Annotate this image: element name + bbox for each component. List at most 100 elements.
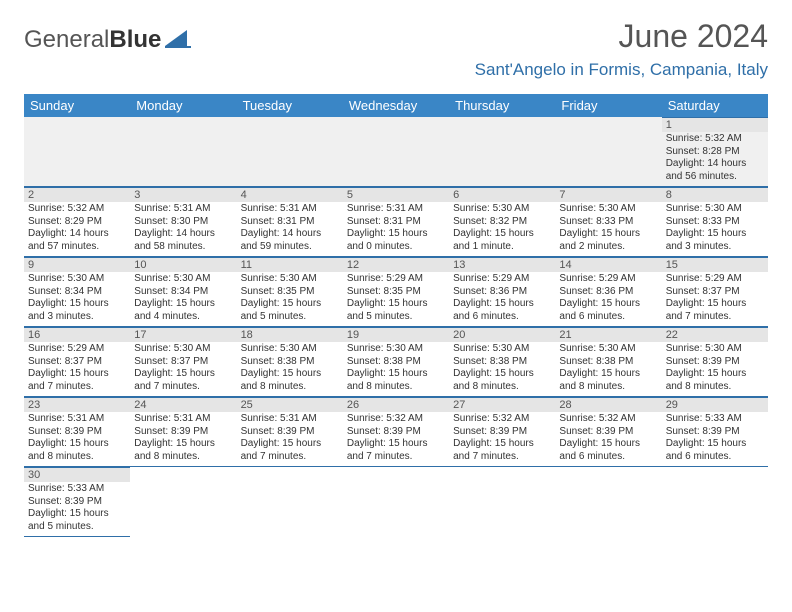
sunset-text: Sunset: 8:38 PM [347,356,445,369]
day-number: 20 [449,327,555,342]
sunrise-text: Sunrise: 5:30 AM [241,343,339,356]
day-number: 29 [662,397,768,412]
sunset-text: Sunset: 8:30 PM [134,216,232,229]
sunrise-text: Sunrise: 5:29 AM [453,273,551,286]
sunrise-text: Sunrise: 5:30 AM [453,343,551,356]
calendar-row: 16Sunrise: 5:29 AMSunset: 8:37 PMDayligh… [24,327,768,397]
day-body: Sunrise: 5:29 AMSunset: 8:37 PMDaylight:… [24,342,130,396]
calendar-cell: 26Sunrise: 5:32 AMSunset: 8:39 PMDayligh… [343,397,449,467]
sunset-text: Sunset: 8:33 PM [666,216,764,229]
day-number: 11 [237,257,343,272]
weekday-header: Tuesday [237,94,343,117]
day-body: Sunrise: 5:30 AMSunset: 8:33 PMDaylight:… [555,202,661,256]
sunset-text: Sunset: 8:37 PM [28,356,126,369]
sail-icon [165,28,191,53]
sunrise-text: Sunrise: 5:30 AM [347,343,445,356]
sunset-text: Sunset: 8:35 PM [347,286,445,299]
sunrise-text: Sunrise: 5:33 AM [28,483,126,496]
calendar-cell: 28Sunrise: 5:32 AMSunset: 8:39 PMDayligh… [555,397,661,467]
calendar-row: 2Sunrise: 5:32 AMSunset: 8:29 PMDaylight… [24,187,768,257]
calendar-cell: 12Sunrise: 5:29 AMSunset: 8:35 PMDayligh… [343,257,449,327]
day-number: 8 [662,187,768,202]
day-body: Sunrise: 5:32 AMSunset: 8:28 PMDaylight:… [662,132,768,186]
day-number: 13 [449,257,555,272]
day-body: Sunrise: 5:30 AMSunset: 8:38 PMDaylight:… [343,342,449,396]
calendar-cell: 1Sunrise: 5:32 AMSunset: 8:28 PMDaylight… [662,117,768,187]
daylight-text: Daylight: 14 hours and 57 minutes. [28,228,126,253]
sunset-text: Sunset: 8:35 PM [241,286,339,299]
day-body: Sunrise: 5:32 AMSunset: 8:39 PMDaylight:… [555,412,661,466]
day-body: Sunrise: 5:30 AMSunset: 8:34 PMDaylight:… [130,272,236,326]
calendar-cell [24,117,130,187]
sunrise-text: Sunrise: 5:29 AM [347,273,445,286]
calendar-cell: 6Sunrise: 5:30 AMSunset: 8:32 PMDaylight… [449,187,555,257]
calendar-cell: 16Sunrise: 5:29 AMSunset: 8:37 PMDayligh… [24,327,130,397]
calendar-cell: 29Sunrise: 5:33 AMSunset: 8:39 PMDayligh… [662,397,768,467]
calendar-cell: 24Sunrise: 5:31 AMSunset: 8:39 PMDayligh… [130,397,236,467]
calendar-cell: 3Sunrise: 5:31 AMSunset: 8:30 PMDaylight… [130,187,236,257]
day-body: Sunrise: 5:33 AMSunset: 8:39 PMDaylight:… [24,482,130,536]
calendar-cell: 17Sunrise: 5:30 AMSunset: 8:37 PMDayligh… [130,327,236,397]
daylight-text: Daylight: 15 hours and 3 minutes. [666,228,764,253]
sunrise-text: Sunrise: 5:31 AM [134,203,232,216]
calendar-cell: 5Sunrise: 5:31 AMSunset: 8:31 PMDaylight… [343,187,449,257]
calendar-cell [130,467,236,537]
daylight-text: Daylight: 15 hours and 4 minutes. [134,298,232,323]
day-body: Sunrise: 5:29 AMSunset: 8:36 PMDaylight:… [555,272,661,326]
day-body: Sunrise: 5:32 AMSunset: 8:39 PMDaylight:… [343,412,449,466]
daylight-text: Daylight: 15 hours and 8 minutes. [134,438,232,463]
sunrise-text: Sunrise: 5:29 AM [28,343,126,356]
weekday-header: Wednesday [343,94,449,117]
calendar-cell: 25Sunrise: 5:31 AMSunset: 8:39 PMDayligh… [237,397,343,467]
sunset-text: Sunset: 8:39 PM [559,426,657,439]
daylight-text: Daylight: 15 hours and 6 minutes. [559,438,657,463]
day-number: 1 [662,117,768,132]
page-title: June 2024 [619,18,768,55]
calendar-cell [237,117,343,187]
sunrise-text: Sunrise: 5:30 AM [666,203,764,216]
sunrise-text: Sunrise: 5:31 AM [241,413,339,426]
sunset-text: Sunset: 8:34 PM [28,286,126,299]
daylight-text: Daylight: 15 hours and 7 minutes. [241,438,339,463]
sunset-text: Sunset: 8:31 PM [347,216,445,229]
calendar-cell: 23Sunrise: 5:31 AMSunset: 8:39 PMDayligh… [24,397,130,467]
sunset-text: Sunset: 8:39 PM [28,426,126,439]
calendar-cell: 9Sunrise: 5:30 AMSunset: 8:34 PMDaylight… [24,257,130,327]
day-body: Sunrise: 5:31 AMSunset: 8:39 PMDaylight:… [130,412,236,466]
sunrise-text: Sunrise: 5:31 AM [241,203,339,216]
day-number: 7 [555,187,661,202]
calendar-cell [449,117,555,187]
day-number: 4 [237,187,343,202]
calendar-cell [343,467,449,537]
daylight-text: Daylight: 15 hours and 2 minutes. [559,228,657,253]
day-number: 28 [555,397,661,412]
logo-text-1: General [24,26,109,53]
sunset-text: Sunset: 8:38 PM [241,356,339,369]
calendar-cell: 8Sunrise: 5:30 AMSunset: 8:33 PMDaylight… [662,187,768,257]
daylight-text: Daylight: 15 hours and 6 minutes. [559,298,657,323]
sunrise-text: Sunrise: 5:32 AM [347,413,445,426]
weekday-header: Thursday [449,94,555,117]
sunrise-text: Sunrise: 5:32 AM [28,203,126,216]
weekday-header: Saturday [662,94,768,117]
day-body: Sunrise: 5:31 AMSunset: 8:39 PMDaylight:… [24,412,130,466]
day-number: 6 [449,187,555,202]
sunset-text: Sunset: 8:34 PM [134,286,232,299]
sunrise-text: Sunrise: 5:31 AM [28,413,126,426]
calendar-cell [449,467,555,537]
daylight-text: Daylight: 15 hours and 8 minutes. [347,368,445,393]
sunset-text: Sunset: 8:39 PM [28,496,126,509]
sunset-text: Sunset: 8:39 PM [453,426,551,439]
day-number: 30 [24,467,130,482]
daylight-text: Daylight: 14 hours and 59 minutes. [241,228,339,253]
daylight-text: Daylight: 15 hours and 0 minutes. [347,228,445,253]
sunset-text: Sunset: 8:28 PM [666,146,764,159]
day-number: 27 [449,397,555,412]
calendar-cell [555,117,661,187]
sunset-text: Sunset: 8:39 PM [666,356,764,369]
weekday-header-row: SundayMondayTuesdayWednesdayThursdayFrid… [24,94,768,117]
day-number: 15 [662,257,768,272]
header: GeneralBlue June 2024 Sant'Angelo in For… [24,18,768,88]
sunset-text: Sunset: 8:37 PM [134,356,232,369]
day-number: 21 [555,327,661,342]
